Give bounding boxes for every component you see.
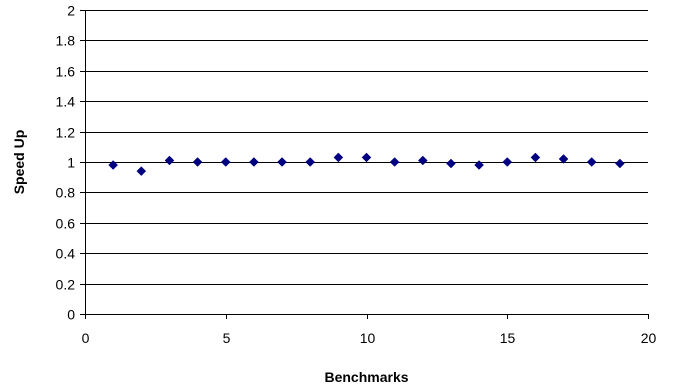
data-point	[586, 157, 597, 167]
y-tick-label: 0.2	[56, 277, 76, 293]
data-point	[220, 157, 231, 167]
x-tick-label: 10	[360, 330, 376, 346]
y-tick-label: 1.4	[56, 94, 76, 110]
data-point	[136, 166, 147, 176]
gridlines	[85, 10, 648, 285]
x-axis-title: Benchmarks	[324, 369, 408, 385]
data-point	[333, 152, 344, 163]
y-tick-label: 1.2	[56, 125, 76, 141]
x-tick-label: 0	[82, 330, 90, 346]
y-tick-label: 0	[67, 307, 75, 323]
y-tick-labels: 0 0.2 0.4 0.6 0.8 1 1.2 1.4 1.6 1.8 2	[56, 3, 76, 323]
data-point	[277, 157, 287, 167]
data-point	[446, 158, 456, 169]
x-tick-label: 20	[641, 330, 657, 346]
data-point	[108, 160, 119, 170]
data-point	[361, 152, 372, 163]
data-points	[108, 152, 625, 176]
data-point	[474, 160, 484, 170]
data-point	[192, 157, 203, 167]
y-tick-label: 0.6	[56, 216, 76, 232]
data-point	[389, 157, 400, 167]
x-tick-label: 15	[500, 330, 516, 346]
y-tick-label: 1	[67, 155, 75, 171]
data-point	[530, 152, 541, 163]
y-tick-label: 1.8	[56, 33, 76, 49]
data-point	[164, 155, 175, 166]
x-tick-label: 5	[223, 330, 231, 346]
y-axis-title: Speed Up	[11, 130, 27, 195]
data-point	[614, 158, 625, 169]
y-tick-label: 0.8	[56, 185, 76, 201]
data-point	[305, 157, 316, 167]
data-point	[417, 155, 428, 166]
y-tick-label: 0.4	[56, 246, 76, 262]
data-point	[558, 154, 569, 164]
data-point	[249, 157, 259, 167]
x-tick-labels: 0 5 10 15 20	[82, 330, 657, 346]
y-tick-label: 2	[67, 3, 75, 19]
data-point	[502, 157, 513, 167]
axes	[80, 10, 649, 319]
y-tick-label: 1.6	[56, 64, 76, 80]
